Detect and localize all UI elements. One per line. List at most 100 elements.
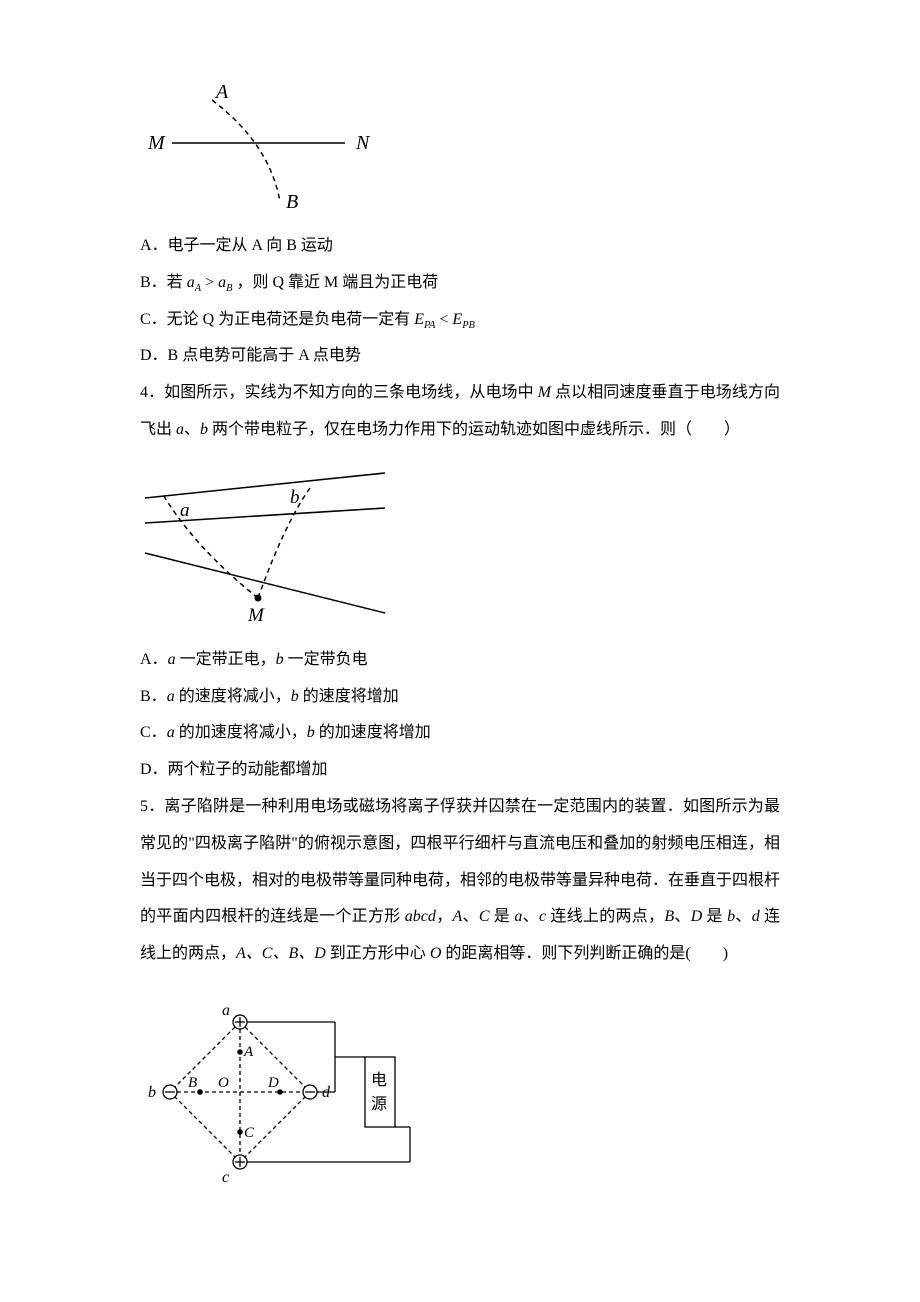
- q3-label-n: N: [355, 132, 371, 154]
- q5-s4: 是: [490, 908, 515, 925]
- q5-point-c: [237, 1129, 243, 1135]
- q5-s1: 5．离子陷阱是一种利用电场或磁场将离子俘获并囚禁在一定范围内的装置．如图所示为最…: [140, 798, 780, 925]
- q4-label-m: M: [247, 605, 265, 626]
- q3-option-b: B．若 aA > aB ，则 Q 靠近 M 端且为正电荷: [140, 265, 780, 302]
- q4-figure: a b M: [140, 463, 780, 628]
- q3-opt-b-pre: B．若: [140, 274, 187, 291]
- q5-l-A: A: [243, 1044, 254, 1060]
- q5-s5: 、: [522, 908, 539, 925]
- q4-a-mid: 一定带正电，: [176, 651, 276, 668]
- q4-stem-3: 、: [184, 421, 200, 438]
- q5-electrode-d: [303, 1085, 317, 1099]
- q4-c-post: 的加速度将增加: [315, 724, 431, 741]
- q5-l-D: D: [267, 1075, 279, 1091]
- q4-c-mid: 的加速度将减小，: [175, 724, 307, 741]
- q4-b-a: a: [167, 688, 175, 705]
- q4-a-pre: A．: [140, 651, 168, 668]
- q5-s3: 、: [462, 908, 479, 925]
- q4-c-b: b: [307, 724, 315, 741]
- q4-option-b: B．a 的速度将减小，b 的速度将增加: [140, 679, 780, 716]
- q5-electrode-a: [233, 1015, 247, 1029]
- q4-label-b: b: [290, 487, 300, 508]
- q4-a-post: 一定带负电: [284, 651, 368, 668]
- q4-b-post: 的速度将增加: [299, 688, 399, 705]
- q3-opt-c-pre: C．无论 Q 为正电荷还是负电荷一定有: [140, 311, 414, 328]
- q5-s-c: c: [539, 908, 546, 925]
- q4-a-a: a: [168, 651, 176, 668]
- q5-s11: 到正方形中心: [326, 945, 430, 962]
- q5-s2: ，: [436, 908, 453, 925]
- q5-s9: 、: [735, 908, 752, 925]
- q4-line-top: [145, 473, 385, 498]
- q3-opt-b-post: ，则 Q 靠近 M 端且为正电荷: [232, 274, 438, 291]
- q5-point-a: [237, 1049, 243, 1055]
- q5-s-bb: b: [727, 908, 735, 925]
- q3-svg: A B M N: [140, 84, 400, 214]
- q5-s-D: D: [691, 908, 703, 925]
- q3-opt-b-al: a: [187, 274, 195, 291]
- q5-s-AC: A: [452, 908, 462, 925]
- q5-s-C: C: [479, 908, 490, 925]
- q3-opt-d-text: D．B 点电势可能高于 A 点电势: [140, 347, 361, 364]
- q3-option-d: D．B 点电势可能高于 A 点电势: [140, 338, 780, 375]
- q3-opt-b-gt: >: [201, 274, 218, 291]
- q3-opt-c-pa: PA: [424, 320, 435, 331]
- q4-point-m: [255, 594, 262, 601]
- q4-traj-a: [162, 493, 258, 598]
- q3-label-a: A: [214, 84, 229, 103]
- q5-figure: a b c d A B C D O 电 源: [140, 987, 780, 1197]
- q4-c-pre: C．: [140, 724, 167, 741]
- q5-s-O: O: [430, 945, 442, 962]
- q5-l-b: b: [148, 1084, 156, 1101]
- q5-l-O: O: [218, 1075, 229, 1091]
- q4-stem: 4．如图所示，实线为不知方向的三条电场线，从电场中 M 点以相同速度垂直于电场线…: [140, 375, 780, 449]
- q3-arc-ab: [212, 100, 280, 202]
- q4-stem-1: 4．如图所示，实线为不知方向的三条电场线，从电场中: [140, 384, 538, 401]
- q5-s-d: d: [752, 908, 760, 925]
- q4-label-a: a: [180, 500, 190, 521]
- q5-l-a: a: [222, 1002, 230, 1019]
- q4-option-c: C．a 的加速度将减小，b 的加速度将增加: [140, 715, 780, 752]
- q4-stem-a: a: [176, 421, 184, 438]
- q4-option-d: D．两个粒子的动能都增加: [140, 752, 780, 789]
- q4-b-mid: 的速度将减小，: [175, 688, 291, 705]
- q4-traj-b: [258, 488, 310, 598]
- q3-label-b: B: [286, 191, 298, 213]
- q4-stem-m: M: [538, 384, 551, 401]
- q5-svg: a b c d A B C D O 电 源: [140, 987, 420, 1197]
- q5-electrode-b: [163, 1085, 177, 1099]
- q3-opt-b-ar: a: [218, 274, 226, 291]
- q4-d-text: D．两个粒子的动能都增加: [140, 761, 328, 778]
- q3-label-m: M: [147, 132, 166, 154]
- q4-stem-4: 两个带电粒子，仅在电场力作用下的运动轨迹如图中虚线所示．则（ ）: [208, 421, 740, 438]
- q3-opt-c-epa: E: [414, 311, 424, 328]
- q4-b-pre: B．: [140, 688, 167, 705]
- q5-point-b: [197, 1089, 203, 1095]
- q3-option-c: C．无论 Q 为正电荷还是负电荷一定有 EPA < EPB: [140, 302, 780, 339]
- q5-s12: 的距离相等．则下列判断正确的是( ): [441, 945, 728, 962]
- q3-option-a: A．电子一定从 A 向 B 运动: [140, 228, 780, 265]
- q5-s7: 、: [674, 908, 691, 925]
- q3-figure: A B M N: [140, 84, 780, 214]
- q5-s8: 是: [702, 908, 727, 925]
- q4-stem-b: b: [200, 421, 208, 438]
- q4-svg: a b M: [140, 463, 400, 628]
- q4-option-a: A．a 一定带正电，b 一定带负电: [140, 642, 780, 679]
- q5-l-C: C: [244, 1125, 255, 1141]
- q4-b-b: b: [291, 688, 299, 705]
- q4-c-a: a: [167, 724, 175, 741]
- q5-s6: 连线上的两点，: [546, 908, 664, 925]
- q5-src-1: 电: [371, 1071, 387, 1089]
- q5-s-B: B: [664, 908, 674, 925]
- q5-l-c: c: [222, 1169, 229, 1186]
- q5-s-abcd: abcd: [405, 908, 436, 925]
- q5-l-B: B: [188, 1075, 197, 1091]
- q5-stem: 5．离子陷阱是一种利用电场或磁场将离子俘获并囚禁在一定范围内的装置．如图所示为最…: [140, 789, 780, 973]
- q3-opt-a-text: A．电子一定从 A 向 B 运动: [140, 237, 333, 254]
- q5-s-ABCD: A、C、B、D: [236, 945, 326, 962]
- q3-opt-c-pb: PB: [462, 320, 475, 331]
- q3-opt-c-lt: <: [435, 311, 452, 328]
- q4-line-bot: [145, 553, 385, 613]
- q5-electrode-c: [233, 1155, 247, 1169]
- q5-src-2: 源: [371, 1095, 387, 1113]
